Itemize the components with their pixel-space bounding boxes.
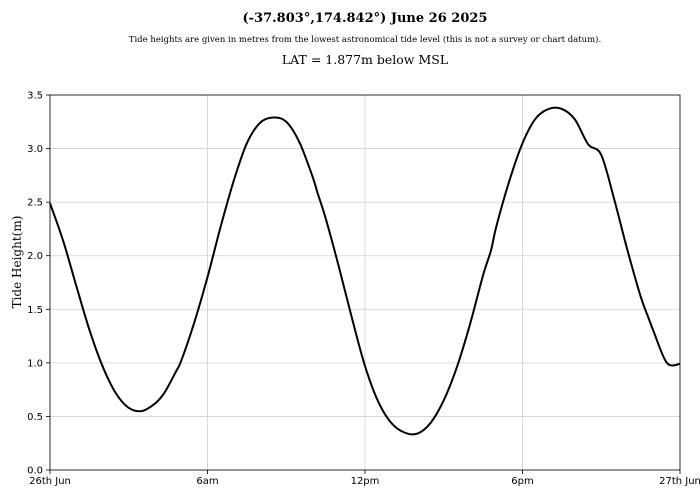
- y-tick-label: 1.5: [27, 305, 43, 316]
- lat-note: LAT = 1.877m below MSL: [281, 52, 449, 67]
- x-tick-label: 6am: [196, 476, 218, 487]
- y-tick-label: 3.5: [27, 91, 43, 102]
- axes-layer: 0.0 0.5 1.0 1.5 2.0 2.5 3.0 3.5 26th Jun 6am 12pm 6…: [27, 91, 700, 488]
- y-tick-label: 2.0: [27, 251, 43, 262]
- x-tick-label: 26th Jun: [29, 476, 71, 487]
- y-tick-label: 0.5: [27, 412, 43, 423]
- x-tick-label: 6pm: [511, 476, 533, 487]
- tide-height-line: [49, 106, 681, 436]
- series-layer: [49, 106, 681, 436]
- y-tick-label: 0.0: [27, 466, 43, 477]
- y-axis-label: Tide Height(m): [10, 216, 24, 309]
- y-tick-label: 3.0: [27, 144, 43, 155]
- grid-lines: [49, 94, 681, 471]
- plot-frame: [49, 94, 681, 471]
- x-tick-label: 12pm: [351, 476, 380, 487]
- x-tick-label: 27th Jun: [659, 476, 700, 487]
- y-tick-label: 1.0: [27, 358, 43, 369]
- chart-subtitle: Tide heights are given in metres from th…: [128, 35, 602, 45]
- chart-title: (-37.803°,174.842°) June 26 2025: [242, 11, 488, 26]
- y-tick-label: 2.5: [27, 198, 43, 209]
